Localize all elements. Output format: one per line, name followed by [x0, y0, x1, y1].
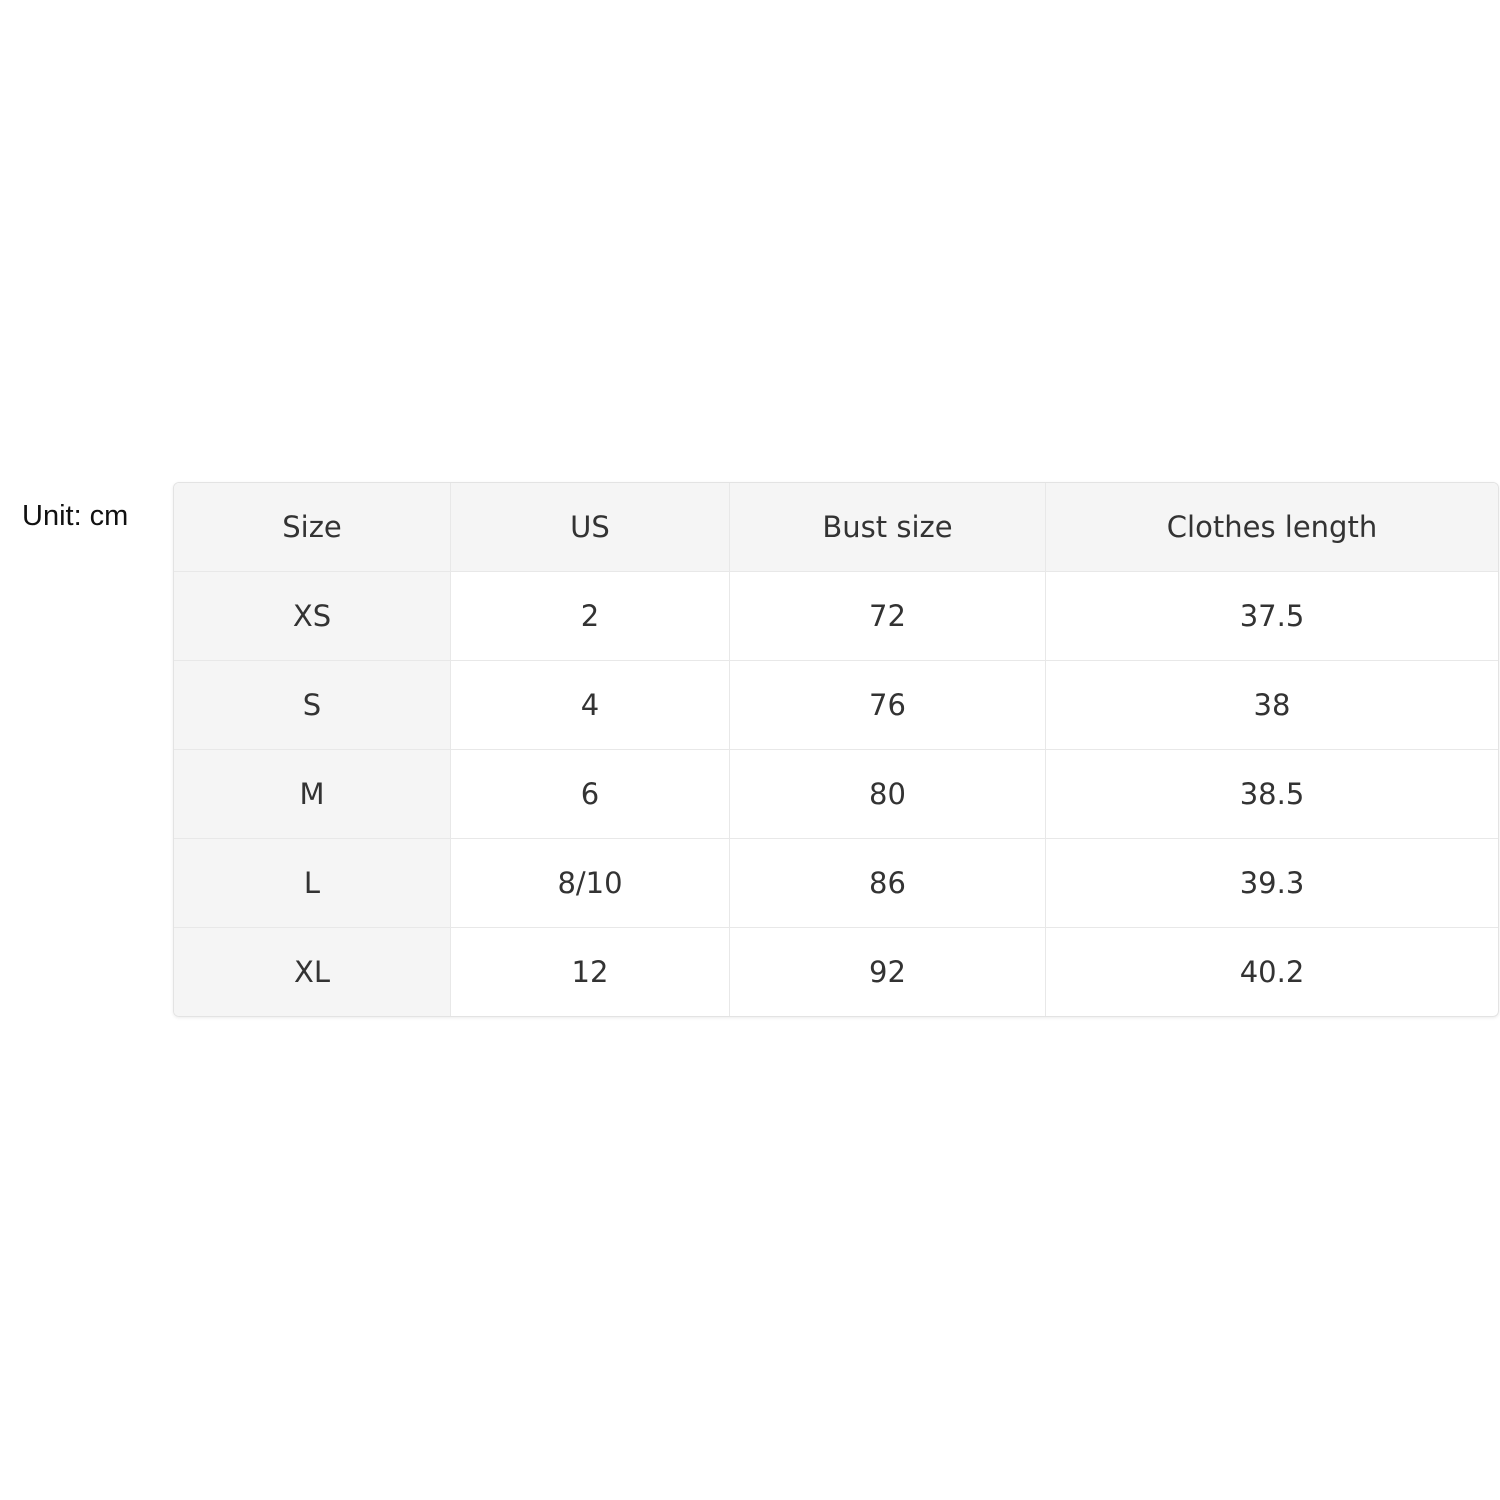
header-bust-size: Bust size: [730, 483, 1046, 572]
cell-us: 2: [451, 572, 730, 661]
cell-clothes-length: 37.5: [1046, 572, 1498, 661]
cell-size: XS: [174, 572, 451, 661]
cell-size: M: [174, 750, 451, 839]
table-row: XL 12 92 40.2: [174, 928, 1498, 1016]
cell-us: 6: [451, 750, 730, 839]
cell-us: 4: [451, 661, 730, 750]
cell-us: 8/10: [451, 839, 730, 928]
cell-size: XL: [174, 928, 451, 1016]
unit-label: Unit: cm: [22, 500, 129, 532]
cell-clothes-length: 40.2: [1239, 955, 1305, 989]
cell-bust-size: 72: [730, 572, 1046, 661]
header-row: Size US Bust size Clothes length: [174, 483, 1498, 572]
size-chart-table: Size US Bust size Clothes length XS 2 72…: [173, 482, 1499, 1017]
cell-bust-size: 80: [730, 750, 1046, 839]
table-row: L 8/10 86 39.3: [174, 839, 1498, 928]
header-size: Size: [174, 483, 451, 572]
cell-size: S: [174, 661, 451, 750]
cell-us: 12: [451, 928, 730, 1016]
header-us: US: [451, 483, 730, 572]
header-clothes-length: Clothes length: [1046, 483, 1498, 572]
table-row: XS 2 72 37.5: [174, 572, 1498, 661]
cell-bust-size: 92: [730, 928, 1046, 1016]
table-row: M 6 80 38.5: [174, 750, 1498, 839]
cell-clothes-length: 39.3: [1046, 839, 1498, 928]
table-row: S 4 76 38: [174, 661, 1498, 750]
cell-bust-size: 86: [730, 839, 1046, 928]
cell-size: L: [174, 839, 451, 928]
cell-clothes-length: 38.5: [1046, 750, 1498, 839]
cell-bust-size: 76: [730, 661, 1046, 750]
cell-clothes-length: 38: [1046, 661, 1498, 750]
